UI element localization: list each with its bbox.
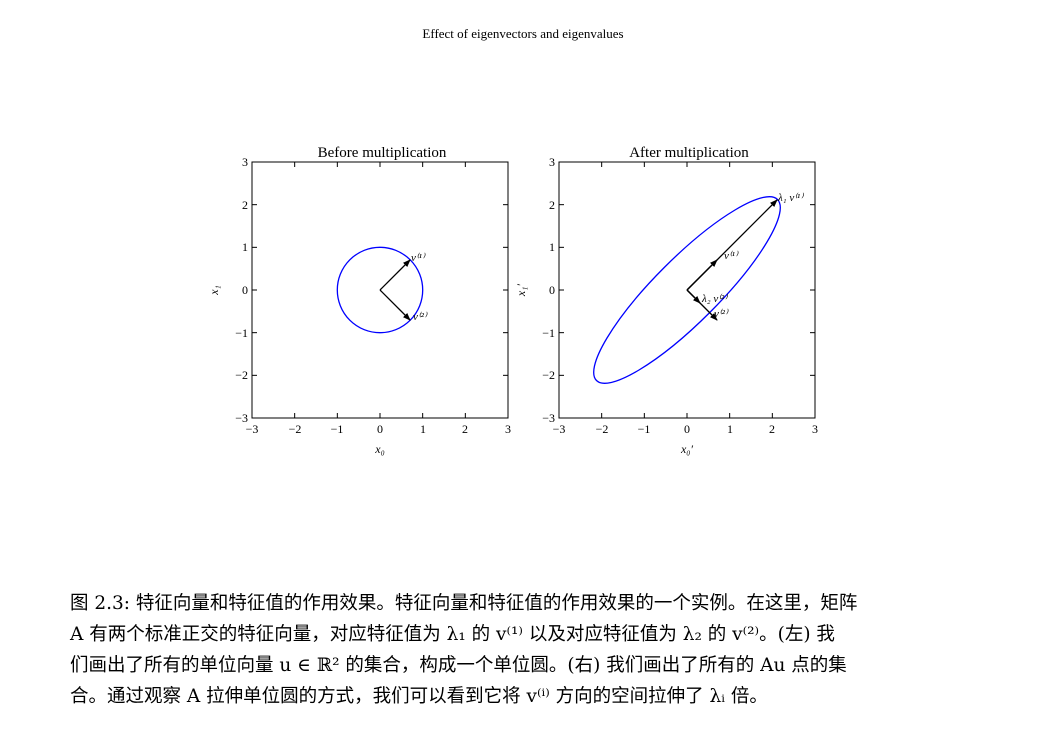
x-tick-label: 3 [505, 422, 511, 436]
x-tick-label: 2 [462, 422, 468, 436]
y-tick-label: 2 [242, 198, 248, 212]
vector-label: v⁽²⁾ [714, 308, 729, 320]
y-tick-label: 3 [242, 155, 248, 169]
panel-title: Before multiplication [318, 145, 447, 161]
x-tick-label: 1 [727, 422, 733, 436]
y-tick-label: −1 [542, 326, 555, 340]
figure-title: Effect of eigenvectors and eigenvalues [422, 26, 624, 41]
panel-before: Before multiplication −3 −2 −1 0 1 2 3 3… [207, 145, 511, 456]
caption-line: 合。通过观察 A 拉伸单位圆的方式，我们可以看到它将 v⁽ⁱ⁾ 方向的空间拉伸了… [70, 686, 768, 707]
y-tick-label: 1 [549, 240, 555, 254]
y-tick-label: 0 [242, 283, 248, 297]
x-tick-label: 0 [684, 422, 690, 436]
x-tick-label: −3 [553, 422, 566, 436]
y-tick-label: −3 [235, 411, 248, 425]
x-tick-label: −1 [331, 422, 344, 436]
vector-label: v⁽¹⁾ [724, 250, 739, 262]
y-axis-label: x₁ [207, 285, 221, 296]
x-tick-label: −1 [638, 422, 651, 436]
y-axis-label: x₁′ [514, 284, 528, 297]
y-tick-label: −2 [235, 368, 248, 382]
x-tick-label: −2 [596, 422, 609, 436]
x-tick-label: 1 [420, 422, 426, 436]
unit-circle [336, 246, 424, 334]
x-axis-label: x₀ [374, 442, 385, 456]
x-axis-label: x₀′ [680, 442, 693, 456]
y-tick-label: 1 [242, 240, 248, 254]
scaled-eigenvector-2-arrow [686, 289, 701, 304]
caption-line: 们画出了所有的单位向量 u ∈ ℝ² 的集合，构成一个单位圆。(右) 我们画出了… [70, 655, 847, 676]
vector-label: v⁽¹⁾ [411, 252, 426, 264]
eigenvector-1-arrow [686, 259, 718, 291]
panel-after: After multiplication −3 −2 −1 0 1 2 3 3 … [514, 145, 818, 456]
caption-line: 图 2.3: 特征向量和特征值的作用效果。特征向量和特征值的作用效果的一个实例。… [70, 593, 858, 614]
y-tick-label: −1 [235, 326, 248, 340]
figure-plots: Before multiplication −3 −2 −1 0 1 2 3 3… [207, 145, 818, 456]
eigenvector-1-arrow [379, 259, 411, 291]
vector-label: v⁽²⁾ [413, 311, 428, 323]
panel-title: After multiplication [629, 145, 749, 161]
vector-label: λ₂ v⁽²⁾ [701, 293, 728, 305]
tick-marks [251, 161, 509, 419]
y-tick-label: 3 [549, 155, 555, 169]
x-tick-label: 0 [377, 422, 383, 436]
x-tick-label: −3 [246, 422, 259, 436]
x-tick-label: 3 [812, 422, 818, 436]
x-tick-label: 2 [769, 422, 775, 436]
y-tick-label: 2 [549, 198, 555, 212]
caption-line: A 有两个标准正交的特征向量，对应特征值为 λ₁ 的 v⁽¹⁾ 以及对应特征值为… [70, 624, 835, 645]
vector-label: λ₁ v⁽¹⁾ [777, 192, 804, 204]
y-tick-label: 0 [549, 283, 555, 297]
figure-caption: 图 2.3: 特征向量和特征值的作用效果。特征向量和特征值的作用效果的一个实例。… [70, 588, 980, 712]
y-tick-label: −2 [542, 368, 555, 382]
tick-marks [558, 161, 816, 419]
x-tick-label: −2 [289, 422, 302, 436]
eigenvector-2-arrow [379, 289, 411, 321]
y-tick-label: −3 [542, 411, 555, 425]
